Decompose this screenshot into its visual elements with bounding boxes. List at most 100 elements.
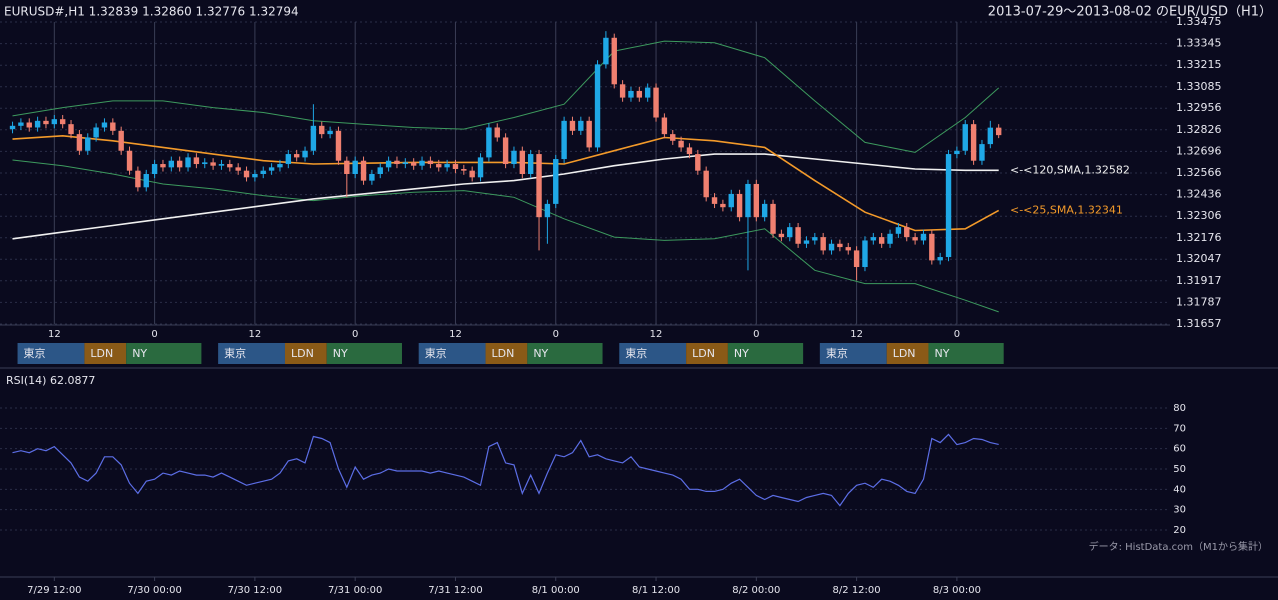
candle-body — [176, 160, 183, 168]
x-tick-label: 12 — [48, 329, 61, 340]
candle-body — [878, 237, 885, 244]
candle-body — [912, 237, 918, 241]
y-tick-label: 1.32047 — [1176, 252, 1222, 265]
x-tick-label: 0 — [151, 329, 157, 340]
y-tick-label: 40 — [1173, 484, 1186, 495]
candle-body — [285, 154, 292, 165]
header: EURUSD#,H1 1.32839 1.32860 1.32776 1.327… — [4, 5, 299, 19]
x-tick-label: 7/30 00:00 — [127, 585, 181, 596]
candle-body — [578, 120, 584, 131]
candle-body — [344, 160, 350, 174]
candle-body — [34, 120, 41, 128]
session-label: LDN — [893, 347, 916, 360]
session-box — [727, 343, 804, 364]
candle-body — [937, 257, 943, 261]
y-tick-label: 1.33085 — [1176, 80, 1222, 93]
session-box — [928, 343, 1004, 364]
candle-body — [870, 237, 877, 241]
x-tick-label: 7/31 00:00 — [328, 585, 382, 596]
candle-body — [728, 193, 734, 208]
candle-body — [410, 162, 417, 166]
y-tick-label: 1.31657 — [1176, 317, 1222, 330]
candle-body — [93, 127, 99, 138]
candle-body — [511, 150, 517, 165]
candle-body — [218, 164, 225, 166]
candle-body — [18, 122, 24, 126]
candle-body — [85, 137, 91, 151]
candle-body — [603, 37, 609, 65]
candle-body — [436, 164, 442, 168]
candle-body — [502, 137, 509, 165]
candle-body — [59, 119, 66, 125]
session-box — [17, 343, 85, 364]
x-tick-label: 8/2 00:00 — [732, 585, 780, 596]
x-tick-label: 12 — [850, 329, 863, 340]
candle-body — [695, 154, 701, 171]
candle-body — [761, 203, 768, 218]
candle-body — [720, 203, 726, 208]
candle-body — [260, 170, 266, 174]
y-tick-label: 30 — [1173, 505, 1186, 516]
session-box — [886, 343, 929, 364]
candle-body — [352, 160, 358, 174]
candle-body — [678, 140, 684, 148]
session-label: NY — [132, 347, 147, 360]
session-label: LDN — [492, 347, 515, 360]
session-label: LDN — [90, 347, 113, 360]
candle-body — [419, 160, 425, 166]
candle-body — [536, 154, 542, 218]
x-tick-label: 8/1 12:00 — [632, 585, 680, 596]
candle-body — [118, 130, 124, 151]
candle-body — [653, 87, 659, 118]
candle-body — [820, 237, 826, 251]
source-note: データ: HistData.com（M1から集計） — [1089, 540, 1268, 553]
candle-body — [486, 127, 492, 158]
indicator-line — [12, 153, 999, 240]
candle-body — [569, 120, 576, 131]
candle-body — [803, 240, 810, 244]
candle-body — [703, 170, 709, 198]
candle-body — [227, 164, 233, 168]
x-tick-label: 0 — [352, 329, 358, 340]
candle-body — [385, 160, 392, 168]
candle-body — [995, 127, 1002, 136]
x-tick-label: 0 — [954, 329, 960, 340]
chart-title: 2013-07-29～2013-08-02 のEUR/USD（H1） — [988, 5, 1272, 20]
candle-body — [736, 193, 743, 218]
x-tick-label: 0 — [553, 329, 559, 340]
candle-body — [126, 150, 133, 171]
candle-body — [377, 167, 383, 174]
y-tick-label: 1.32696 — [1176, 144, 1222, 157]
candle-body — [686, 147, 693, 155]
candle-body — [594, 64, 601, 148]
rsi-line — [12, 433, 999, 507]
candle-body — [293, 154, 300, 158]
candle-body — [837, 243, 843, 248]
session-box — [527, 343, 603, 364]
candle-body — [469, 170, 475, 178]
candle-body — [778, 233, 785, 238]
session-label: 東京 — [625, 347, 647, 360]
line-label: <-<120,SMA,1.32582 — [1010, 163, 1130, 176]
candle-body — [812, 237, 818, 241]
candle-body — [360, 160, 367, 181]
candle-body — [243, 170, 250, 178]
candle-body — [68, 124, 74, 135]
candle-body — [394, 160, 400, 165]
candle-body — [644, 87, 651, 98]
candle-body — [319, 125, 325, 135]
x-tick-label: 8/3 00:00 — [933, 585, 981, 596]
candle-body — [185, 157, 191, 168]
y-tick-label: 80 — [1173, 403, 1186, 414]
candle-body — [210, 162, 216, 166]
candle-body — [369, 173, 375, 181]
y-tick-label: 60 — [1173, 444, 1186, 455]
indicator-line — [12, 40, 1000, 153]
candle-body — [402, 162, 409, 165]
y-tick-label: 1.32826 — [1176, 123, 1222, 136]
candle-body — [611, 37, 617, 85]
session-label: NY — [734, 347, 749, 360]
candle-body — [945, 154, 952, 258]
x-tick-label: 12 — [449, 329, 462, 340]
